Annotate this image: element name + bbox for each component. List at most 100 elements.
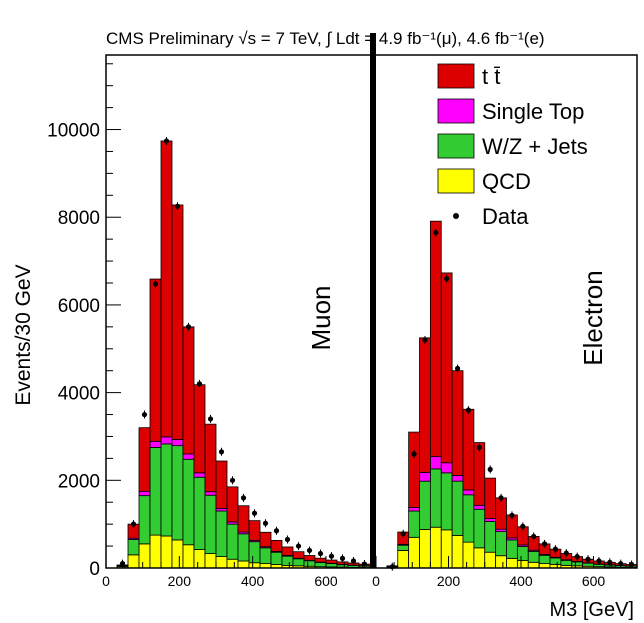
bar-segment [281, 555, 294, 566]
y-axis-label: Events/30 GeV [12, 264, 35, 405]
data-point [240, 495, 247, 501]
bar-segment [527, 561, 540, 569]
legend-label: Data [482, 204, 529, 229]
data-point [174, 203, 181, 209]
bar-segment [182, 453, 195, 460]
data-point [552, 546, 559, 552]
bar-segment [259, 547, 272, 565]
bar-segment [440, 462, 453, 474]
bar-segment [138, 490, 151, 497]
bar-segment [440, 272, 453, 464]
bar-segment [138, 427, 151, 492]
bar-segment [204, 553, 217, 569]
bar-segment [419, 337, 431, 473]
bar-segment [440, 529, 453, 569]
bar-segment [408, 507, 420, 512]
bar-segment [127, 554, 140, 569]
bar-segment [495, 497, 507, 530]
bar-segment [171, 439, 184, 447]
data-point [306, 547, 313, 554]
data-point [339, 555, 346, 561]
data-point [574, 554, 580, 560]
bar-segment [408, 510, 420, 538]
bar-segment [160, 436, 173, 445]
bar-segment [473, 442, 486, 506]
bar-segment [204, 491, 217, 496]
bar-segment [429, 468, 442, 528]
bar-segment [429, 526, 442, 569]
y-tick-label: 0 [89, 559, 100, 580]
bar-segment [215, 460, 228, 509]
bar-segment [451, 370, 464, 476]
bar-segment [451, 475, 464, 482]
bar-segment [408, 431, 420, 508]
data-point [273, 528, 280, 534]
bar-segment [215, 556, 228, 569]
bar-segment [292, 551, 305, 559]
bar-segment [237, 505, 250, 533]
y-tick-label: 4000 [58, 384, 100, 405]
series-single-top [116, 436, 371, 567]
bar-segment [182, 458, 195, 546]
bar-segment [303, 555, 316, 561]
bar-segment [226, 558, 239, 569]
data-point [196, 381, 203, 387]
bar-segment [440, 472, 453, 531]
data-point [218, 449, 225, 455]
data-point [628, 561, 635, 568]
bar-segment [204, 423, 217, 493]
data-point [498, 495, 504, 501]
data-point [141, 411, 148, 418]
data-point [465, 407, 472, 413]
bar-segment [473, 508, 486, 549]
bar-segment [484, 551, 497, 569]
bar-segment [171, 539, 184, 569]
bar-segment [171, 204, 184, 440]
y-tick-label: 10000 [47, 121, 100, 142]
bar-segment [193, 549, 206, 569]
bar-segment [495, 555, 507, 569]
bar-segment [204, 494, 217, 554]
bar-segment [127, 539, 140, 556]
bar-segment [248, 520, 261, 541]
bar-segment [462, 408, 475, 491]
bar-segment [462, 541, 475, 569]
chart-title: CMS Preliminary √s = 7 TeV, ∫ Ldt = 4.9 … [106, 29, 545, 48]
bar-segment [182, 326, 195, 455]
data-point [454, 365, 461, 372]
bar-segment [549, 557, 562, 565]
data-point [585, 556, 591, 562]
y-tick-label: 6000 [58, 296, 100, 317]
region-label-muon: Muon [306, 285, 336, 350]
bar-segment [149, 278, 162, 442]
bar-segment [149, 440, 162, 448]
data-point [476, 444, 482, 451]
data-point [350, 558, 357, 564]
data-point [163, 138, 170, 144]
bar-segment [429, 456, 442, 470]
data-point [618, 561, 624, 567]
data-point [487, 466, 493, 472]
bar-segment [397, 544, 410, 551]
x-tick-label: 400 [241, 573, 265, 589]
bar-segment [527, 550, 540, 563]
legend-label: t t̄ [482, 64, 500, 89]
bar-segment [462, 489, 475, 496]
bar-segment [171, 445, 184, 541]
bar-segment [237, 560, 250, 569]
bar-segment [506, 539, 518, 559]
data-point [411, 451, 417, 457]
bar-segment [226, 486, 239, 523]
bar-segment [292, 558, 305, 567]
bar-segment [397, 550, 410, 569]
bar-segment [138, 495, 151, 545]
x-tick-label: 0 [372, 573, 380, 589]
bar-segment [495, 531, 507, 557]
series-t-t [116, 140, 371, 567]
data-point [607, 559, 613, 565]
y-tick-label: 2000 [58, 471, 100, 492]
bar-segment [314, 557, 327, 563]
bar-segment [215, 510, 228, 557]
y-tick-label: 8000 [58, 208, 100, 229]
